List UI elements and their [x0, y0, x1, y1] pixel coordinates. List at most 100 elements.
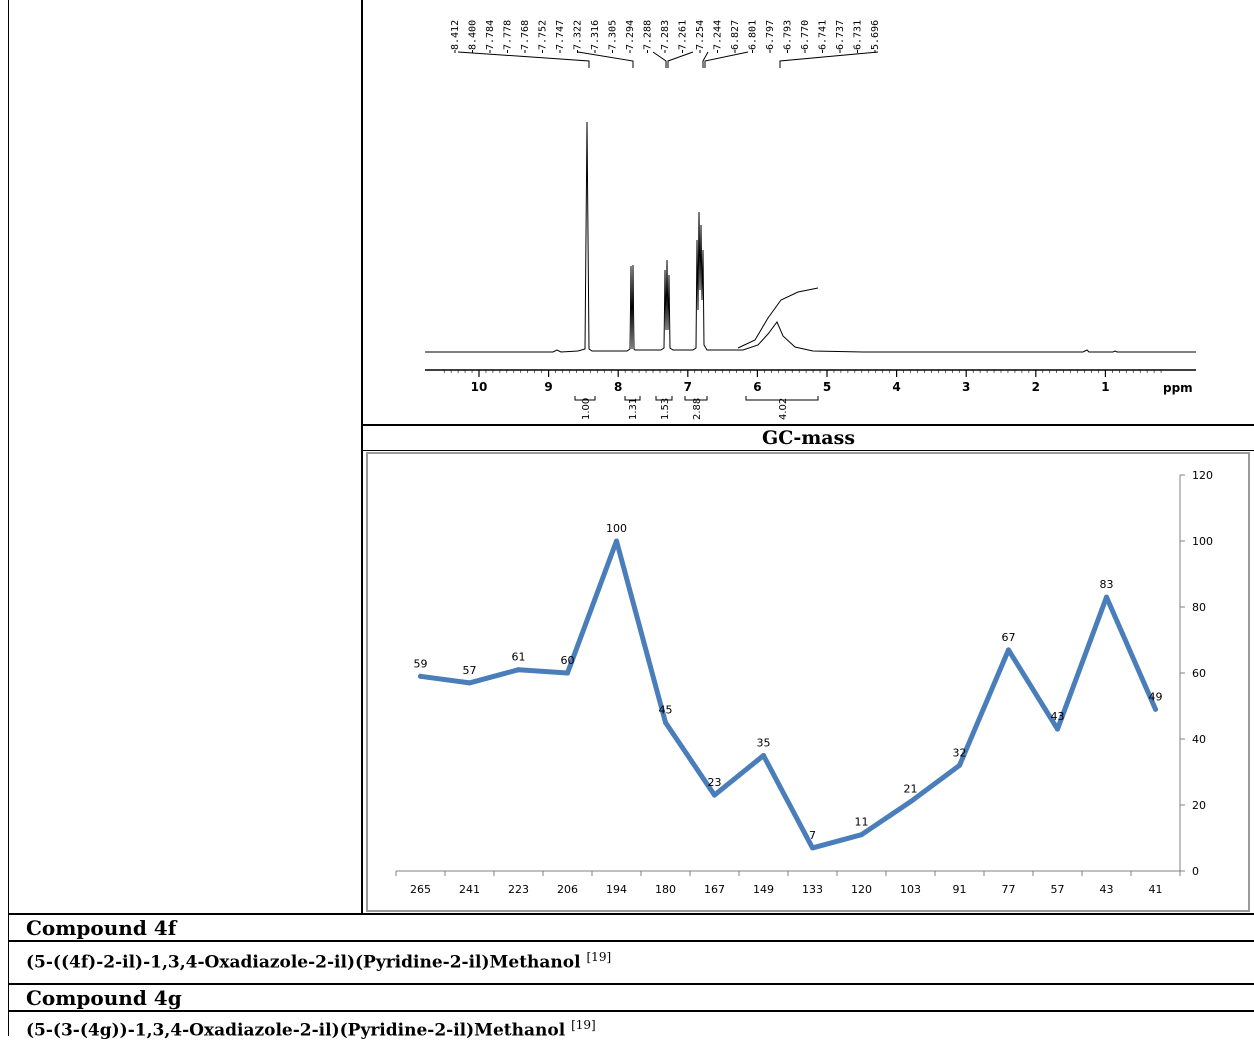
gc-x-tick-label: 167 [704, 883, 725, 896]
gc-data-point [418, 673, 423, 679]
nmr-bottom-border [363, 424, 1254, 426]
gc-y-tick-label: 60 [1192, 667, 1206, 680]
nmr-integral-value: 1.53 [660, 398, 671, 420]
nmr-peak-label: 6.797 [765, 20, 776, 50]
gc-x-tick-label: 91 [953, 883, 967, 896]
gc-data-label: 61 [512, 651, 526, 664]
nmr-peak-label: 5.696 [870, 20, 881, 50]
gc-x-tick-label: 133 [802, 883, 823, 896]
gc-data-point [1153, 706, 1158, 712]
gc-data-point [1104, 594, 1109, 600]
nmr-peak-label: 6.737 [835, 20, 846, 50]
gc-data-point [859, 832, 864, 838]
nmr-axis-unit: ppm [1163, 381, 1193, 395]
gc-data-label: 59 [414, 657, 428, 670]
nmr-peak-label: 7.322 [573, 20, 584, 50]
gc-title-bottom-border [363, 450, 1254, 451]
row-border-2 [8, 940, 1254, 942]
gc-x-tick-label: 57 [1051, 883, 1065, 896]
nmr-peak-label: 7.747 [555, 20, 566, 50]
gc-data-point [467, 680, 472, 686]
table-left-border [8, 0, 9, 1036]
nmr-integral-brackets [574, 396, 819, 401]
row-border-1 [8, 913, 1254, 915]
gc-data-label: 57 [463, 664, 477, 677]
column-divider [361, 0, 363, 913]
gc-x-tick-label: 43 [1100, 883, 1114, 896]
nmr-peak-label: 7.261 [678, 20, 689, 50]
nmr-axis-tick-label: 10 [471, 380, 488, 394]
gc-data-label: 21 [904, 783, 918, 796]
gc-data-label: 60 [561, 654, 575, 667]
nmr-peak-label: 6.731 [853, 20, 864, 50]
gc-data-label: 100 [606, 522, 627, 535]
gc-x-tick-label: 265 [410, 883, 431, 896]
compound-4f-name-row: (5-((4f)-2-il)-1,3,4-Oxadiazole-2-il)(Py… [26, 946, 611, 974]
nmr-peak-label: 6.793 [783, 20, 794, 50]
nmr-peak-label: 8.400 [468, 20, 479, 50]
gc-x-tick-label: 120 [851, 883, 872, 896]
nmr-peak-label: 6.827 [730, 20, 741, 50]
gc-data-label: 45 [659, 704, 673, 717]
gc-data-point [1006, 647, 1011, 653]
nmr-peak-label: 7.768 [520, 20, 531, 50]
nmr-axis-tick-group: 10 9 8 7 6 5 4 3 2 1 [471, 370, 1110, 394]
compound-4g-name: (5-(3-(4g))-1,3,4-Oxadiazole-2-il)(Pyrid… [26, 1020, 566, 1041]
nmr-peak-label: 7.316 [590, 20, 601, 50]
gc-data-point [810, 845, 815, 851]
nmr-peak-label: 7.305 [608, 20, 619, 50]
gc-data-label: 43 [1051, 710, 1065, 723]
nmr-peak-label: 7.244 [713, 20, 724, 50]
nmr-integral-value: 2.88 [692, 398, 703, 420]
nmr-axis-tick-label: 2 [1032, 380, 1040, 394]
gc-mass-chart-frame: 265 241 223 206 194 180 167 149 133 120 103 91 77 57 4… [366, 452, 1250, 912]
gc-data-point [761, 753, 766, 758]
nmr-peak-label: 6.770 [800, 20, 811, 50]
gc-series-line [418, 538, 1158, 851]
gc-x-tick-label: 180 [655, 883, 676, 896]
nmr-axis-tick-label: 6 [753, 380, 761, 394]
gc-y-tick-label: 40 [1192, 733, 1206, 746]
gc-x-tick-label: 103 [900, 883, 921, 896]
nmr-peak-label: 7.784 [485, 20, 496, 50]
nmr-peak-label: 8.412 [450, 20, 461, 50]
nmr-peak-label: 7.778 [503, 20, 514, 50]
gc-data-point [516, 667, 521, 673]
gc-y-tick-label: 120 [1192, 469, 1213, 482]
nmr-peak-label: 6.801 [748, 20, 759, 50]
nmr-peak-label: 7.283 [660, 20, 671, 50]
gc-data-label: 23 [708, 776, 722, 789]
compound-4f-reference: [19] [586, 950, 612, 964]
nmr-axis-tick-label: 4 [892, 380, 900, 394]
gc-y-tick-label: 20 [1192, 799, 1206, 812]
nmr-axis-tick-label: 1 [1101, 380, 1109, 394]
gc-y-tick-label: 0 [1192, 865, 1199, 878]
gc-data-label: 49 [1149, 690, 1163, 703]
nmr-axis-tick-label: 9 [544, 380, 552, 394]
gc-data-label: 35 [757, 737, 771, 750]
nmr-peak-label: 7.254 [695, 20, 706, 50]
gc-data-label: 83 [1100, 578, 1114, 591]
nmr-axis-tick-label: 8 [614, 380, 622, 394]
nmr-axis-tick-label: 7 [684, 380, 692, 394]
compound-4g-reference: [19] [571, 1018, 596, 1032]
gc-data-label: 32 [953, 746, 967, 759]
gc-data-point [565, 670, 570, 676]
nmr-x-axis [425, 369, 1196, 373]
gc-axes: 265 241 223 206 194 180 167 149 133 120 103 91 77 57 4… [395, 469, 1213, 896]
gc-x-tick-label: 241 [459, 883, 480, 896]
nmr-integral-value: 1.31 [628, 398, 639, 420]
gc-data-label: 7 [809, 829, 816, 842]
gc-data-point [663, 720, 668, 725]
gc-mass-title: GC-mass [761, 427, 856, 449]
gc-x-tick-label: 206 [557, 883, 578, 896]
compound-4g-heading: Compound 4g [26, 986, 182, 1010]
nmr-peak-label: 7.294 [625, 20, 636, 50]
row-border-4 [8, 1010, 1254, 1012]
nmr-minor-ticks [443, 370, 1162, 373]
nmr-axis-tick-label: 5 [823, 380, 831, 394]
nmr-integral-value: 4.02 [778, 398, 789, 420]
gc-x-tick-label: 41 [1149, 883, 1163, 896]
nmr-label-leaders [457, 51, 879, 68]
